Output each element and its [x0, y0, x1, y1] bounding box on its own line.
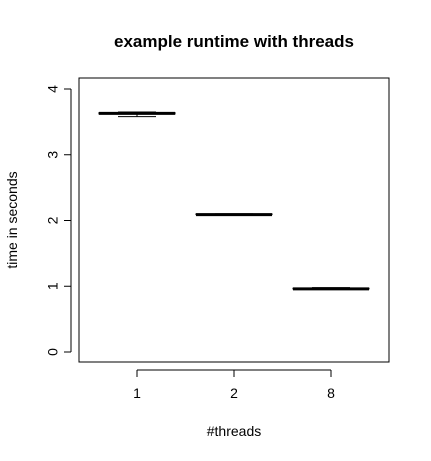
x-axis: 1 2 8: [133, 369, 335, 401]
y-tick-label-4: 4: [45, 85, 61, 93]
x-tick-label-2: 8: [327, 385, 335, 401]
y-axis: 0 1 2 3 4: [45, 85, 72, 356]
y-tick-label-3: 3: [45, 151, 61, 159]
boxes-layer: [98, 111, 370, 291]
chart-title: example runtime with threads: [114, 32, 354, 51]
box-8: [292, 287, 370, 291]
y-axis-label: time in seconds: [4, 171, 20, 268]
box-1: [98, 111, 176, 118]
y-tick-label-1: 1: [45, 282, 61, 290]
x-tick-label-0: 1: [133, 385, 141, 401]
box-2: [195, 213, 273, 217]
y-tick-label-2: 2: [45, 216, 61, 224]
y-tick-label-0: 0: [45, 348, 61, 356]
x-tick-label-1: 2: [230, 385, 238, 401]
x-axis-label: #threads: [207, 423, 261, 439]
plot-area-frame: [78, 77, 390, 363]
